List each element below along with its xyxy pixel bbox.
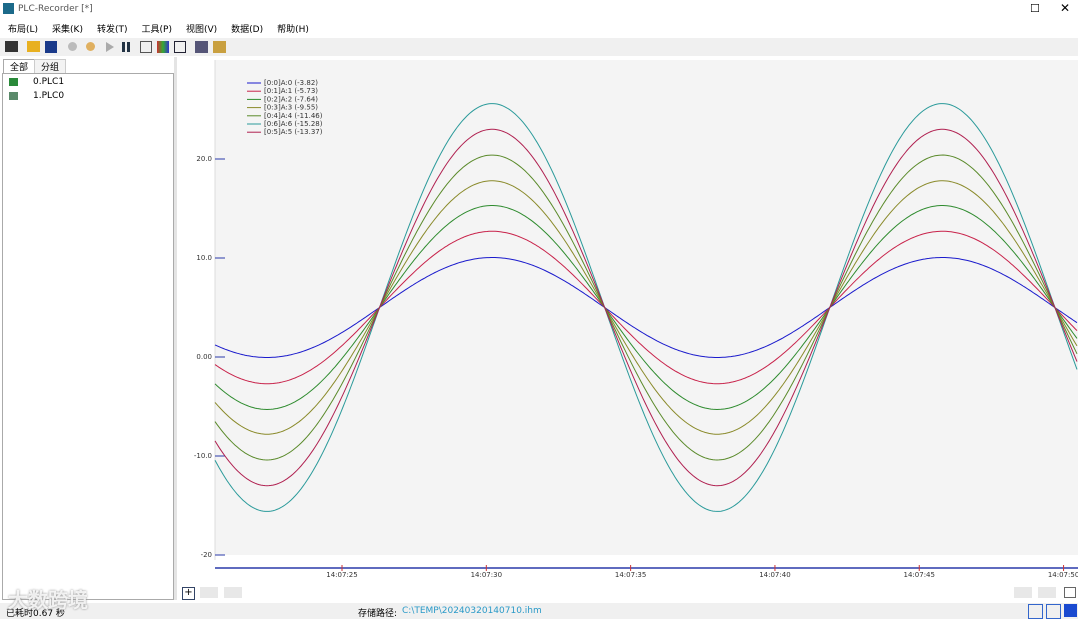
stop-icon[interactable] — [86, 42, 95, 51]
menu-item[interactable]: 转发(T) — [96, 25, 128, 35]
y-tick-label: 0.00 — [196, 353, 212, 361]
s-icon[interactable] — [1064, 604, 1077, 617]
tree-item[interactable]: 0.PLC1 — [33, 77, 65, 87]
title-bar: PLC-Recorder [*] ☐ ✕ — [0, 0, 1078, 18]
y-tick-label: -10.0 — [194, 452, 212, 460]
pause-icon[interactable] — [122, 42, 130, 52]
x-tick-label: 14:07:40 — [759, 571, 790, 579]
x-tick-label: 14:07:25 — [326, 571, 357, 579]
sync-icon[interactable] — [1046, 604, 1061, 619]
series-line — [214, 230, 1078, 385]
x-tick-label: 14:07:50 — [1048, 571, 1078, 579]
export-icon[interactable] — [195, 41, 208, 53]
elapsed: 已耗时0.67 秒 — [6, 609, 65, 619]
series-line — [214, 180, 1078, 435]
toolbar — [0, 38, 1078, 56]
first-button[interactable] — [200, 587, 218, 598]
nav-bar: + — [180, 587, 1078, 600]
legend-label: [0:4]A:4 (-11.46) — [264, 112, 323, 120]
legend-label: [0:5]A:5 (-13.37) — [264, 128, 323, 136]
menu-item[interactable]: 采集(K) — [52, 25, 83, 35]
tool-icon[interactable] — [5, 41, 18, 52]
legend-label: [0:3]A:3 (-9.55) — [264, 104, 318, 112]
maximize-button[interactable]: ☐ — [1030, 2, 1040, 15]
tree-icon — [9, 78, 18, 86]
legend-label: [0:2]A:2 (-7.64) — [264, 95, 318, 103]
add-button[interactable]: + — [182, 587, 195, 600]
plot-area — [215, 60, 1078, 555]
open-icon[interactable] — [27, 41, 40, 52]
series-line — [214, 205, 1078, 411]
record-icon[interactable] — [68, 42, 77, 51]
series-line — [214, 128, 1078, 487]
tree-item[interactable]: 1.PLC0 — [33, 91, 65, 101]
series-line — [214, 154, 1078, 461]
x-tick-label: 14:07:45 — [904, 571, 935, 579]
app-icon — [3, 3, 14, 14]
watermark: 大数跨境 — [8, 588, 88, 612]
status-bar: 已耗时0.67 秒 存储路径: C:\TEMP\20240320140710.i… — [0, 603, 1078, 619]
path-label: 存储路径: — [358, 609, 398, 619]
link-icon[interactable] — [1028, 604, 1043, 619]
y-tick-label: 20.0 — [196, 155, 212, 163]
tree-icon — [9, 92, 18, 100]
save-icon[interactable] — [45, 41, 57, 53]
menu-item[interactable]: 工具(P) — [141, 25, 172, 35]
close-button[interactable]: ✕ — [1060, 1, 1071, 15]
legend-label: [0:1]A:1 (-5.73) — [264, 87, 318, 95]
x-tick-label: 14:07:35 — [615, 571, 646, 579]
path[interactable]: C:\TEMP\20240320140710.ihm — [402, 606, 542, 616]
tab[interactable]: 全部 — [3, 59, 35, 74]
legend-label: [0:0]A:0 (-3.82) — [264, 79, 318, 87]
play-icon[interactable] — [106, 42, 114, 52]
color-icon[interactable] — [157, 41, 169, 53]
series-line — [214, 103, 1078, 512]
menu-item[interactable]: 布局(L) — [8, 25, 39, 35]
series-line — [214, 257, 1078, 358]
import-icon[interactable] — [213, 41, 226, 53]
menu-item[interactable]: 视图(V) — [185, 25, 218, 35]
menu-bar: 布局(L) 采集(K) 转发(T) 工具(P) 视图(V) 数据(D) 帮助(H) — [8, 22, 323, 35]
side-panel: 全部 分组 0.PLC1 1.PLC0 — [0, 57, 177, 600]
legend-label: [0:6]A:6 (-15.28) — [264, 120, 323, 128]
y-tick-label: -20 — [201, 551, 212, 559]
window-title: PLC-Recorder [*] — [18, 4, 93, 14]
menu-item[interactable]: 帮助(H) — [277, 25, 309, 35]
x-tick-label: 14:07:30 — [471, 571, 502, 579]
grid-icon[interactable] — [140, 41, 152, 53]
remove-button[interactable] — [1064, 587, 1076, 598]
y-tick-label: 10.0 — [196, 254, 212, 262]
next-button[interactable] — [1014, 587, 1032, 598]
menu-item[interactable]: 数据(D) — [231, 25, 264, 35]
prev-button[interactable] — [224, 587, 242, 598]
tree-view: 0.PLC1 1.PLC0 — [2, 73, 174, 600]
tab[interactable]: 分组 — [34, 59, 66, 74]
fit-icon[interactable] — [174, 41, 186, 53]
last-button[interactable] — [1038, 587, 1056, 598]
